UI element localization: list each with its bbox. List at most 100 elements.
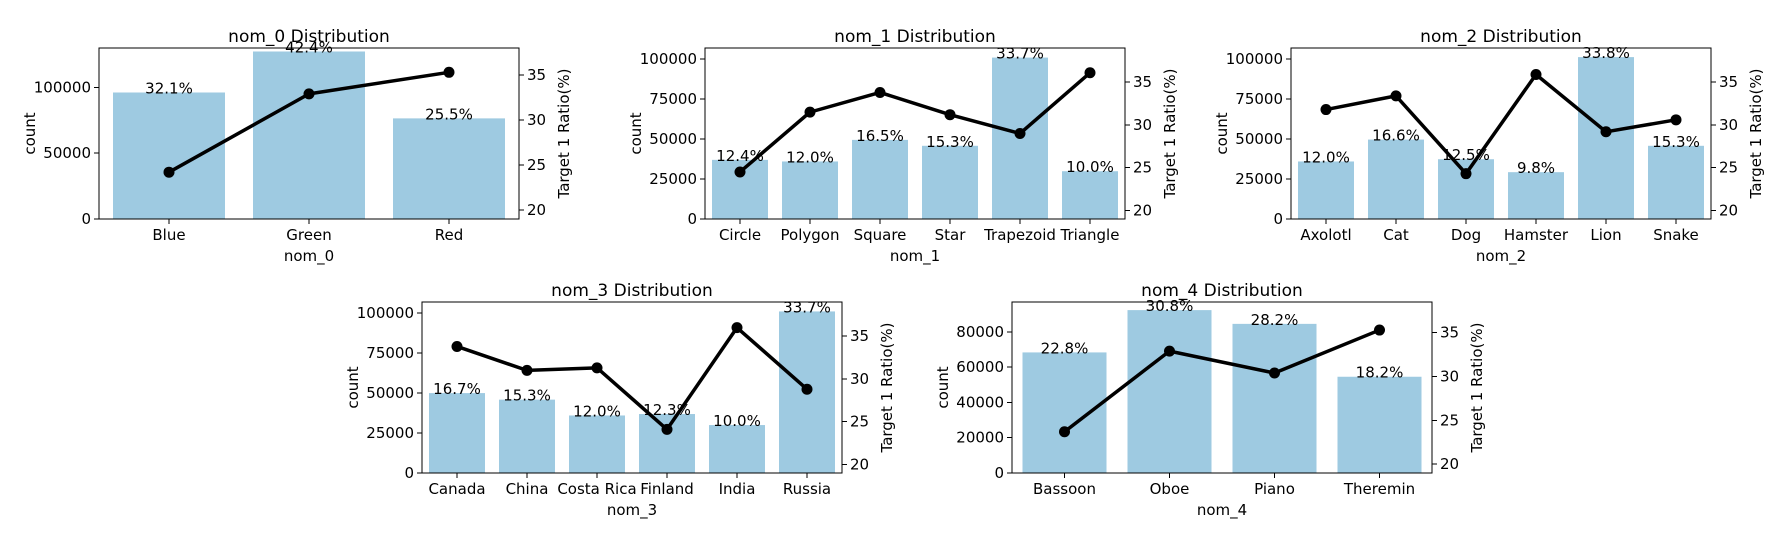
y-tick-label: 100000 [640,50,697,68]
bar-Bassoon [1022,352,1107,473]
x-tick-label: Theremin [1343,480,1415,498]
x-tick-label: Russia [783,480,831,498]
bar-Square [852,139,908,219]
y-tick-label: 75000 [649,90,697,108]
ratio-point-Polygon [804,106,816,118]
x-tick-label: Canada [428,480,485,498]
plot-frame [421,301,843,474]
chart-title: nom_4 Distribution [1141,281,1303,301]
plot-frame [1011,301,1433,474]
percent-label: 10.0% [713,412,761,430]
bar-India [709,425,765,473]
x-tick-label: Blue [152,226,185,244]
y2-tick-label: 20 [1440,455,1459,473]
bar-Finland [639,414,695,473]
ratio-point-Dog [1460,168,1472,180]
bar-Costa Rica [569,415,625,473]
bar-Cat [1368,139,1424,219]
ratio-point-Lion [1600,126,1612,138]
x-tick-label: Oboe [1150,480,1190,498]
chart-title: nom_3 Distribution [551,281,713,301]
ratio-point-Star [944,109,956,121]
ratio-point-Finland [661,423,673,435]
y-axis-label: count [21,112,39,154]
subplot-nom_2: 12.0%16.6%12.5%9.8%33.8%15.3%02500050000… [1213,27,1765,266]
x-tick-label: China [506,480,549,498]
y2-tick-label: 30 [1719,116,1738,134]
x-tick-label: Trapezoid [983,226,1056,244]
ratio-point-Cat [1390,90,1402,102]
bar-Axolotl [1298,161,1354,219]
ratio-point-Snake [1670,114,1682,126]
y2-tick-label: 35 [1719,73,1738,91]
ratio-point-Bassoon [1059,426,1070,438]
ratio-point-Russia [801,383,813,395]
percent-label: 33.7% [783,298,831,316]
y-axis-label: count [934,366,952,408]
y2-axis-label: Target 1 Ratio(%) [1747,69,1765,200]
percent-label: 25.5% [425,105,473,123]
y-tick-label: 25000 [649,170,697,188]
x-tick-label: Hamster [1504,226,1569,244]
plot-frame [1290,47,1712,220]
ratio-point-Red [443,66,455,78]
y-axis-label: count [344,366,362,408]
x-tick-label: Star [935,226,967,244]
percent-label: 12.0% [786,148,834,166]
bar-Star [922,145,978,219]
y-tick-label: 100000 [1226,50,1283,68]
y2-axis-label: Target 1 Ratio(%) [555,69,573,200]
y-tick-label: 25000 [366,424,414,442]
ratio-point-Square [874,86,886,98]
subplot-nom_3: 16.7% 15.3%12.0% 12.3%10.0%33.7%0250005000… [344,281,896,520]
y-tick-label: 75000 [366,344,414,362]
percent-label: 33.8% [1582,44,1630,62]
x-axis-label: nom_2 [1476,247,1526,266]
percent-label: 12.0% [573,402,621,420]
bar-Red [393,118,505,219]
y2-tick-label: 20 [1133,201,1152,219]
y2-tick-label: 35 [1440,324,1459,342]
bar-Piano [1232,323,1317,473]
ratio-point-Theremin [1374,324,1385,336]
y2-tick-label: 30 [850,370,869,388]
x-axis-label: nom_1 [890,247,940,266]
bar-Canada [429,393,485,473]
x-tick-label: Red [435,226,464,244]
bar-Green [253,51,365,220]
y2-tick-label: 30 [1440,368,1459,386]
y2-tick-label: 25 [1133,159,1152,177]
bar-Blue [113,92,225,219]
percent-label: 9.8% [1517,159,1555,177]
y-tick-label: 75000 [1235,90,1283,108]
target-ratio-line [1063,328,1381,434]
y2-axis-label: Target 1 Ratio(%) [1161,69,1179,200]
ratio-point-Trapezoid [1014,128,1026,139]
y-axis-label: count [1213,112,1231,154]
x-axis-label: nom_3 [607,501,657,520]
y2-tick-label: 25 [850,413,869,431]
y2-tick-label: 25 [1440,411,1459,429]
chart-title: nom_2 Distribution [1420,27,1582,47]
x-tick-label: Snake [1653,226,1699,244]
x-tick-label: Cat [1383,226,1409,244]
percent-label: 15.3% [503,387,551,405]
percent-label: 16.5% [856,127,904,145]
percent-label: 15.3% [1652,133,1700,151]
y-tick-label: 50000 [366,384,414,402]
x-tick-label: Bassoon [1033,480,1096,498]
y2-tick-label: 35 [1133,73,1152,91]
bar-Oboe [1127,310,1212,473]
ratio-point-Oboe [1164,345,1175,357]
y-tick-label: 25000 [1235,170,1283,188]
x-tick-label: India [719,480,756,498]
ratio-point-Canada [451,340,463,352]
x-tick-label: Lion [1590,226,1621,244]
ratio-point-Axolotl [1320,104,1332,116]
y2-tick-label: 20 [1719,201,1738,219]
y-tick-label: 50000 [649,130,697,148]
x-tick-label: Green [286,226,331,244]
y-tick-label: 50000 [1235,130,1283,148]
x-tick-label: Axolotl [1300,226,1351,244]
y2-tick-label: 20 [527,201,546,219]
